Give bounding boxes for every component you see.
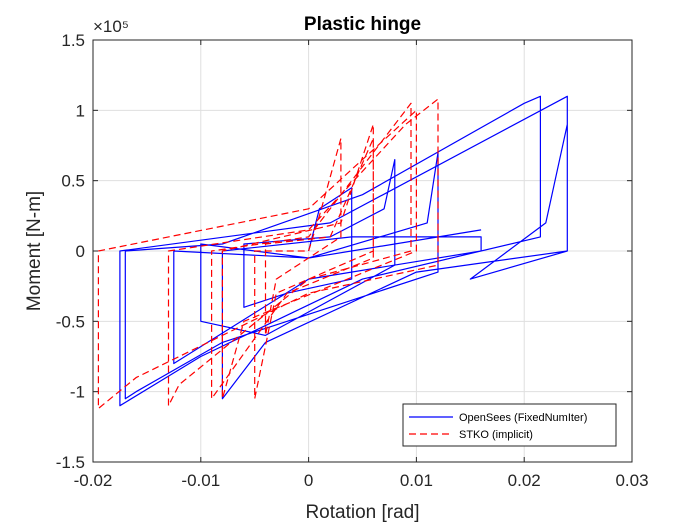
y-tick-labels: -1.5 -1 -0.5 0 0.5 1 1.5 bbox=[56, 31, 85, 472]
legend: OpenSees (FixedNumIter) STKO (implicit) bbox=[402, 403, 617, 447]
tick-marks bbox=[92, 39, 633, 463]
y-tick-label: -1.5 bbox=[56, 453, 85, 472]
y-tick-label: 0.5 bbox=[61, 172, 85, 191]
y-axis-label: Moment [N-m] bbox=[24, 191, 45, 311]
y-tick-label: 0 bbox=[76, 242, 85, 261]
y-tick-label: 1 bbox=[76, 101, 85, 120]
x-tick-label: 0.02 bbox=[508, 471, 541, 490]
y-tick-label: -0.5 bbox=[56, 312, 85, 331]
y-exponent-label: ×10⁵ bbox=[93, 17, 129, 36]
x-tick-label: 0 bbox=[304, 471, 313, 490]
x-tick-label: 0.01 bbox=[400, 471, 433, 490]
legend-box bbox=[402, 403, 617, 447]
y-tick-label: -1 bbox=[70, 383, 85, 402]
series-layer bbox=[97, 95, 568, 410]
chart-title: Plastic hinge bbox=[304, 14, 421, 35]
legend-label-stko: STKO (implicit) bbox=[459, 429, 533, 441]
x-tick-label: -0.02 bbox=[74, 471, 113, 490]
y-tick-label: 1.5 bbox=[61, 31, 85, 50]
x-tick-label: 0.03 bbox=[615, 471, 648, 490]
series-line-stko bbox=[97, 98, 439, 410]
x-tick-labels: -0.02 -0.01 0 0.01 0.02 0.03 bbox=[74, 471, 649, 490]
x-axis-label: Rotation [rad] bbox=[305, 502, 419, 523]
legend-label-opensees: OpenSees (FixedNumIter) bbox=[459, 412, 587, 424]
x-tick-label: -0.01 bbox=[181, 471, 220, 490]
